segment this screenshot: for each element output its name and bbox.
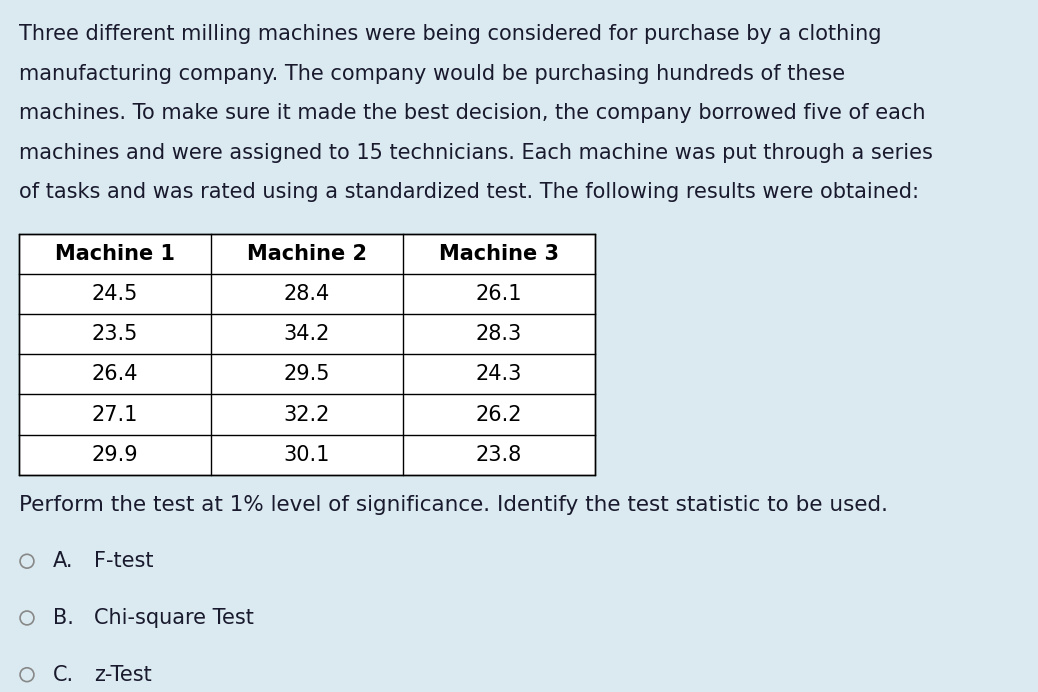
Text: 27.1: 27.1 — [91, 405, 138, 424]
Text: 26.4: 26.4 — [91, 365, 138, 384]
Text: Machine 1: Machine 1 — [55, 244, 174, 264]
Text: B.: B. — [53, 608, 74, 628]
Text: Perform the test at 1% level of significance. Identify the test statistic to be : Perform the test at 1% level of signific… — [19, 495, 887, 516]
Text: of tasks and was rated using a standardized test. The following results were obt: of tasks and was rated using a standardi… — [19, 182, 919, 202]
Text: z-Test: z-Test — [94, 665, 153, 684]
Bar — [19, 234, 595, 475]
Text: Three different milling machines were being considered for purchase by a clothin: Three different milling machines were be… — [19, 24, 881, 44]
Text: Machine 3: Machine 3 — [439, 244, 558, 264]
Text: machines and were assigned to 15 technicians. Each machine was put through a ser: machines and were assigned to 15 technic… — [19, 143, 932, 163]
Text: Chi-square Test: Chi-square Test — [94, 608, 254, 628]
Text: F-test: F-test — [94, 552, 154, 571]
Text: 24.5: 24.5 — [91, 284, 138, 304]
Text: 23.8: 23.8 — [475, 445, 522, 464]
Text: manufacturing company. The company would be purchasing hundreds of these: manufacturing company. The company would… — [19, 64, 845, 84]
Text: 26.1: 26.1 — [475, 284, 522, 304]
Text: 29.9: 29.9 — [91, 445, 138, 464]
Text: C.: C. — [53, 665, 74, 684]
Text: 28.4: 28.4 — [283, 284, 330, 304]
Text: machines. To make sure it made the best decision, the company borrowed five of e: machines. To make sure it made the best … — [19, 103, 925, 123]
Text: 29.5: 29.5 — [283, 365, 330, 384]
Text: 23.5: 23.5 — [91, 325, 138, 344]
Text: Machine 2: Machine 2 — [247, 244, 366, 264]
Text: 24.3: 24.3 — [475, 365, 522, 384]
Text: 26.2: 26.2 — [475, 405, 522, 424]
Text: 30.1: 30.1 — [283, 445, 330, 464]
Text: 34.2: 34.2 — [283, 325, 330, 344]
Text: 32.2: 32.2 — [283, 405, 330, 424]
Text: 28.3: 28.3 — [475, 325, 522, 344]
Text: A.: A. — [53, 552, 74, 571]
